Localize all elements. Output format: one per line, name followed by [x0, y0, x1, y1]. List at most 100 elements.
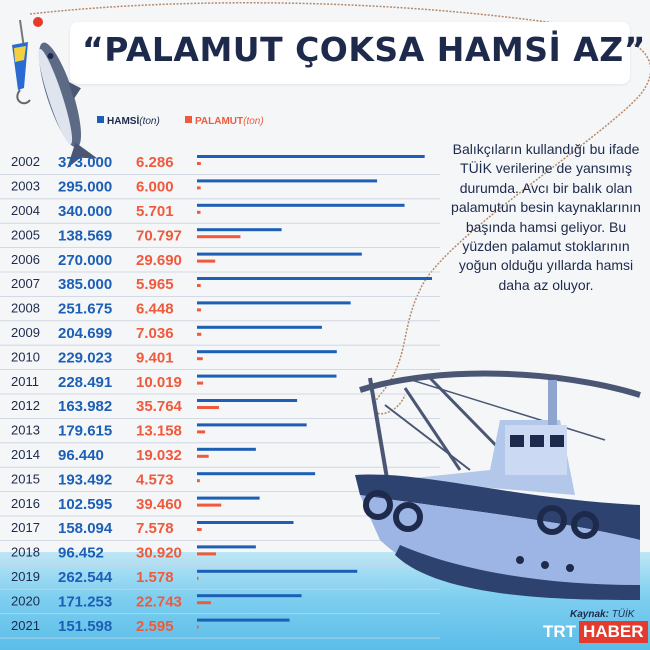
year-label: 2006 [11, 252, 40, 267]
hamsi-bar [197, 179, 378, 183]
hamsi-value-label: 138.569 [58, 227, 112, 244]
year-label: 2009 [11, 325, 40, 340]
hamsi-bar [197, 252, 362, 256]
hamsi-value-label: 229.023 [58, 349, 112, 366]
year-label: 2005 [11, 227, 40, 242]
hamsi-bar [197, 374, 337, 378]
trt-haber-logo: TRT HABER [540, 621, 648, 643]
fish-icon [38, 42, 98, 169]
palamut-value-label: 39.460 [136, 496, 182, 513]
year-label: 2018 [11, 545, 40, 560]
hamsi-value-label: 179.615 [58, 423, 112, 440]
hamsi-bar [197, 618, 290, 622]
palamut-bar [197, 576, 199, 580]
hamsi-value-label: 251.675 [58, 301, 112, 318]
source-value: TÜİK [611, 609, 635, 620]
palamut-bar [197, 479, 200, 483]
hamsi-bar [197, 325, 322, 329]
palamut-value-label: 10.019 [136, 374, 182, 391]
palamut-value-label: 13.158 [136, 423, 182, 440]
hamsi-value-label: 163.982 [58, 398, 112, 415]
palamut-bar [197, 186, 201, 190]
palamut-bar [197, 308, 201, 312]
palamut-bar [197, 552, 216, 556]
legend-swatch-hamsi [97, 116, 104, 123]
year-label: 2010 [11, 349, 40, 364]
hamsi-bar [197, 496, 260, 500]
bar-marks [197, 155, 432, 629]
legend-unit-palamut: (ton) [243, 116, 264, 127]
palamut-value-label: 1.578 [136, 569, 174, 586]
palamut-value-label: 6.286 [136, 154, 174, 171]
palamut-bar [197, 625, 199, 629]
lure-icon [12, 17, 43, 105]
year-label: 2008 [11, 301, 40, 316]
year-label: 2015 [11, 471, 40, 486]
hamsi-value-label: 373.000 [58, 154, 112, 171]
palamut-bar [197, 528, 202, 531]
hamsi-bar [197, 350, 337, 354]
year-label: 2002 [11, 154, 40, 169]
palamut-bar [197, 210, 201, 214]
title-banner [70, 22, 630, 84]
hamsi-bar [197, 301, 351, 305]
palamut-bar [197, 357, 203, 361]
palamut-value-label: 7.036 [136, 325, 174, 342]
palamut-bar [197, 162, 201, 165]
legend-palamut: PALAMUT(ton) [185, 116, 264, 130]
hamsi-value-label: 96.440 [58, 447, 104, 464]
legend-unit-hamsi: (ton) [139, 116, 160, 127]
palamut-bar [197, 259, 216, 263]
hamsi-bar [197, 228, 282, 232]
logo-trt: TRT [543, 622, 577, 641]
hamsi-bar [197, 447, 256, 451]
palamut-value-label: 6.000 [136, 179, 174, 196]
page-title: “PALAMUT ÇOKSA HAMSİ AZ” [82, 30, 646, 69]
palamut-value-label: 2.595 [136, 618, 174, 635]
year-label: 2014 [11, 447, 40, 462]
hamsi-value-label: 228.491 [58, 374, 112, 391]
hamsi-bar [197, 203, 405, 207]
year-label: 2004 [11, 203, 40, 218]
value-labels: 2002 373.000 6.286 2003 295.000 6.000 2004 340.… [11, 154, 183, 635]
year-label: 2017 [11, 520, 40, 535]
hamsi-bar [197, 472, 316, 476]
year-label: 2003 [11, 179, 40, 194]
palamut-value-label: 30.920 [136, 545, 182, 562]
hamsi-value-label: 295.000 [58, 179, 112, 196]
palamut-value-label: 22.743 [136, 593, 182, 610]
source-credit: Kaynak: TÜİK [570, 609, 634, 620]
hamsi-bar [197, 155, 425, 158]
legend-swatch-palamut [185, 116, 192, 123]
palamut-value-label: 9.401 [136, 349, 174, 366]
hamsi-value-label: 158.094 [58, 520, 113, 537]
hamsi-value-label: 385.000 [58, 276, 112, 293]
palamut-value-label: 4.573 [136, 471, 174, 488]
palamut-value-label: 6.448 [136, 301, 174, 318]
year-label: 2013 [11, 423, 40, 438]
row-lines [0, 173, 440, 639]
hamsi-value-label: 204.699 [58, 325, 112, 342]
year-label: 2019 [11, 569, 40, 584]
palamut-value-label: 7.578 [136, 520, 174, 537]
hamsi-bar [197, 521, 294, 524]
palamut-value-label: 35.764 [136, 398, 183, 415]
source-label: Kaynak: [570, 609, 609, 620]
palamut-value-label: 5.701 [136, 203, 174, 220]
palamut-value-label: 29.690 [136, 252, 182, 269]
description-text: Balıkçıların kullandığı bu ifade TÜİK ve… [451, 141, 641, 293]
logo-haber: HABER [579, 621, 648, 643]
palamut-bar [197, 430, 206, 434]
year-label: 2011 [11, 374, 39, 389]
year-label: 2007 [11, 276, 40, 291]
palamut-bar [197, 406, 219, 409]
legend-label-hamsi: HAMSİ [107, 116, 140, 127]
hamsi-bar [197, 423, 307, 427]
palamut-bar [197, 332, 202, 336]
palamut-bar [197, 454, 209, 458]
hamsi-bar [197, 277, 432, 280]
year-label: 2016 [11, 496, 40, 511]
palamut-value-label: 70.797 [136, 227, 182, 244]
